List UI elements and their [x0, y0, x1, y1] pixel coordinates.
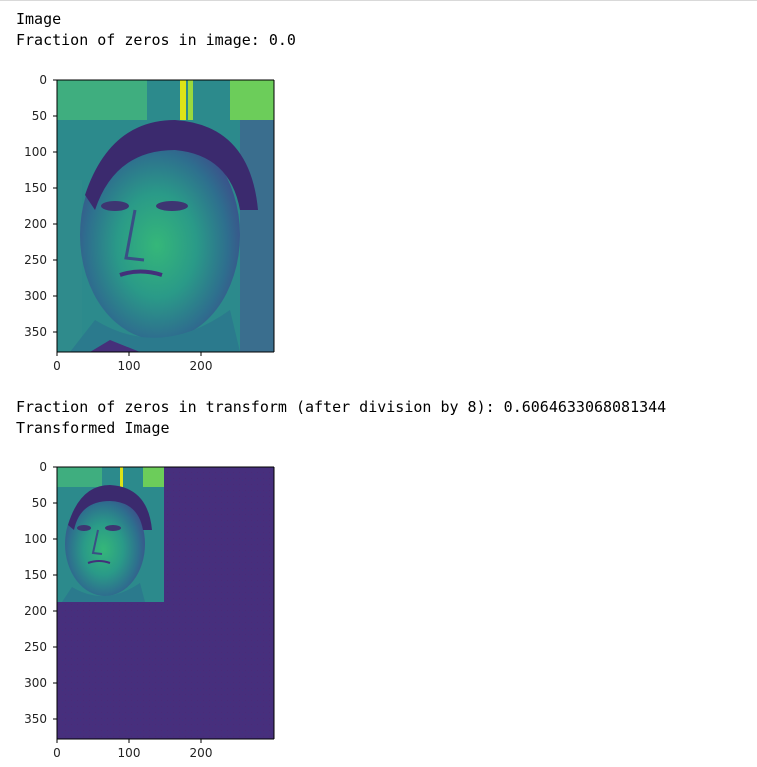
- y-tick: 0: [39, 73, 47, 87]
- x-tick: 0: [53, 359, 61, 373]
- hair-shape: [85, 120, 258, 210]
- y-tick: 100: [24, 532, 47, 546]
- x-tick: 100: [118, 746, 141, 760]
- cell-separator: [0, 0, 757, 1]
- y-tick: 300: [24, 289, 47, 303]
- output-fraction-transform: Fraction of zeros in transform (after di…: [16, 398, 667, 416]
- y-tick: 300: [24, 676, 47, 690]
- y-tick: 350: [24, 712, 47, 726]
- transformed-x-ticks: 0 100 200: [53, 739, 212, 760]
- output-fraction-image: Fraction of zeros in image: 0.0: [16, 31, 296, 49]
- transformed-image-plot: 0 50 100 150 200 250 300 350 0 100 200: [24, 460, 275, 760]
- y-tick: 150: [24, 568, 47, 582]
- face-shape: [80, 130, 240, 340]
- y-tick: 250: [24, 253, 47, 267]
- y-tick: 250: [24, 640, 47, 654]
- transformed-y-ticks: 0 50 100 150 200 250 300 350: [24, 460, 57, 726]
- image-x-ticks: 0 100 200: [53, 352, 212, 373]
- y-tick: 50: [32, 496, 47, 510]
- downsampled-face: [57, 467, 164, 602]
- y-tick: 100: [24, 145, 47, 159]
- output-label-transformed: Transformed Image: [16, 419, 170, 437]
- x-tick: 200: [190, 746, 213, 760]
- y-tick: 0: [39, 460, 47, 474]
- x-tick: 100: [118, 359, 141, 373]
- y-tick: 350: [24, 325, 47, 339]
- y-tick: 200: [24, 217, 47, 231]
- y-tick: 50: [32, 109, 47, 123]
- y-tick: 200: [24, 604, 47, 618]
- y-tick: 150: [24, 181, 47, 195]
- output-label-image: Image: [16, 10, 62, 28]
- image-y-ticks: 0 50 100 150 200 250 300 350: [24, 73, 57, 339]
- x-tick: 200: [190, 359, 213, 373]
- image-plot: 0 50 100 150 200 250 300 350 0 100 200: [24, 73, 275, 373]
- x-tick: 0: [53, 746, 61, 760]
